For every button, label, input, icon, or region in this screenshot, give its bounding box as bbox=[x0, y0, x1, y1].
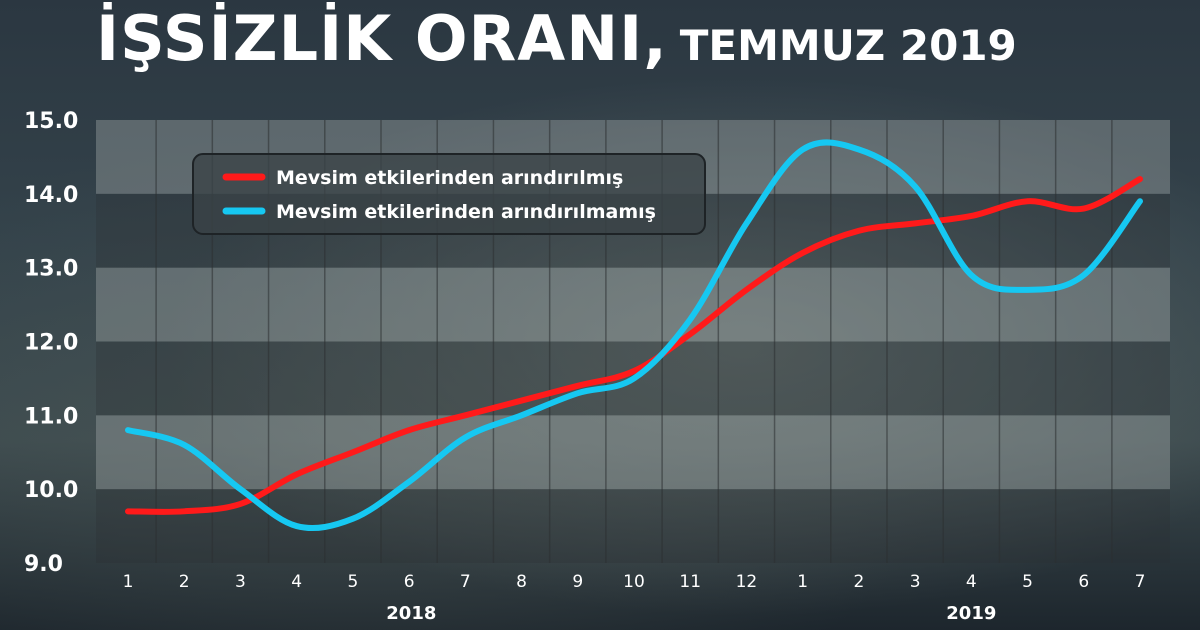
y-tick-label: 11.0 bbox=[24, 404, 78, 429]
x-tick-label: 12 bbox=[736, 572, 758, 592]
x-tick-label: 4 bbox=[291, 572, 302, 592]
x-tick-label: 9 bbox=[572, 572, 583, 592]
x-tick-label: 6 bbox=[1078, 572, 1089, 592]
y-tick-label: 13.0 bbox=[24, 257, 78, 282]
legend-label: Mevsim etkilerinden arındırılmış bbox=[276, 167, 623, 189]
x-tick-label: 5 bbox=[1022, 572, 1033, 592]
x-tick-label: 8 bbox=[516, 572, 527, 592]
y-tick-label: 10.0 bbox=[24, 478, 78, 503]
x-tick-label: 3 bbox=[910, 572, 921, 592]
x-tick-label: 10 bbox=[623, 572, 645, 592]
x-tick-label: 7 bbox=[460, 572, 471, 592]
series-points-1 bbox=[127, 178, 1141, 512]
year-label: 2019 bbox=[946, 603, 996, 624]
x-tick-label: 1 bbox=[123, 572, 134, 592]
title-main: İŞSİZLİK ORANI, bbox=[96, 2, 668, 75]
y-tick-label: 15.0 bbox=[24, 109, 78, 134]
grid-band bbox=[96, 489, 1170, 563]
series-points-2 bbox=[127, 149, 1141, 527]
x-tick-label: 7 bbox=[1135, 572, 1146, 592]
x-tick-label: 4 bbox=[966, 572, 977, 592]
x-tick-label: 3 bbox=[235, 572, 246, 592]
x-tick-label: 6 bbox=[404, 572, 415, 592]
legend-box bbox=[192, 153, 706, 235]
x-tick-label: 2 bbox=[179, 572, 190, 592]
legend: Mevsim etkilerinden arındırılmış Mevsim e… bbox=[192, 153, 706, 235]
x-tick-label: 5 bbox=[347, 572, 358, 592]
y-tick-label: 9.0 bbox=[24, 552, 63, 577]
legend-label: Mevsim etkilerinden arındırılmamış bbox=[276, 201, 656, 223]
x-tick-label: 1 bbox=[797, 572, 808, 592]
year-label: 2018 bbox=[386, 603, 436, 624]
x-tick-label: 11 bbox=[679, 572, 701, 592]
grid-band bbox=[96, 415, 1170, 490]
grid-band bbox=[96, 267, 1170, 342]
x-tick-label: 2 bbox=[853, 572, 864, 592]
chart-title: İŞSİZLİK ORANI, TEMMUZ 2019 bbox=[96, 8, 1017, 70]
y-tick-label: 14.0 bbox=[24, 183, 78, 208]
title-subtitle: TEMMUZ 2019 bbox=[679, 21, 1017, 70]
y-tick-label: 12.0 bbox=[24, 331, 78, 356]
